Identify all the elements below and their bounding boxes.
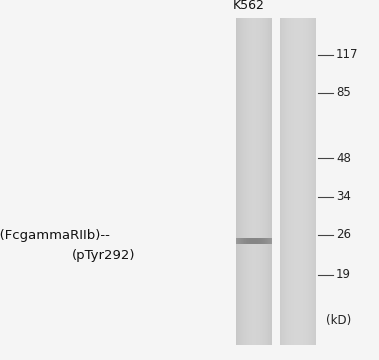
Text: 48: 48 xyxy=(336,152,351,165)
Text: 85: 85 xyxy=(336,86,351,99)
Text: CD32 (FcgammaRIIb)--: CD32 (FcgammaRIIb)-- xyxy=(0,230,110,243)
Text: 19: 19 xyxy=(336,269,351,282)
Text: 117: 117 xyxy=(336,49,359,62)
Text: (pTyr292): (pTyr292) xyxy=(72,248,135,261)
Text: 34: 34 xyxy=(336,190,351,203)
Text: K562: K562 xyxy=(233,0,265,12)
Text: (kD): (kD) xyxy=(326,314,351,327)
Text: 26: 26 xyxy=(336,229,351,242)
